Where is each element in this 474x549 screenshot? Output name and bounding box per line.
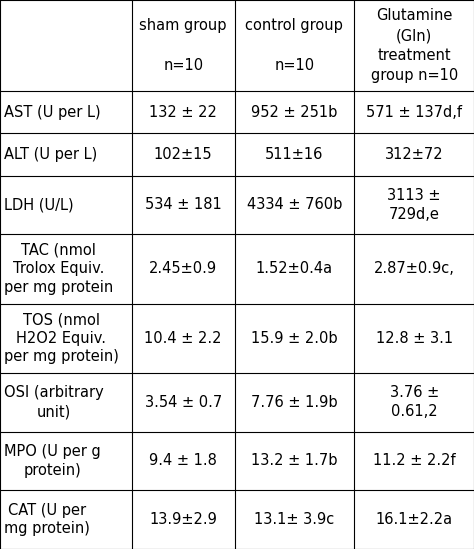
Text: 9.4 ± 1.8: 9.4 ± 1.8 (149, 453, 217, 468)
Text: TOS (nmol
H2O2 Equiv.
per mg protein): TOS (nmol H2O2 Equiv. per mg protein) (4, 312, 119, 365)
Text: ALT (U per L): ALT (U per L) (4, 147, 97, 162)
Text: 1.52±0.4a: 1.52±0.4a (256, 261, 333, 277)
Text: 2.45±0.9: 2.45±0.9 (149, 261, 217, 277)
Text: 312±72: 312±72 (385, 147, 444, 162)
Text: 7.76 ± 1.9b: 7.76 ± 1.9b (251, 395, 338, 410)
Text: 534 ± 181: 534 ± 181 (145, 198, 222, 212)
Text: 16.1±2.2a: 16.1±2.2a (375, 512, 453, 527)
Text: 11.2 ± 2.2f: 11.2 ± 2.2f (373, 453, 456, 468)
Text: 3.76 ±
0.61,2: 3.76 ± 0.61,2 (390, 385, 439, 419)
Text: 3.54 ± 0.7: 3.54 ± 0.7 (145, 395, 222, 410)
Text: control group

n=10: control group n=10 (246, 18, 343, 73)
Text: 511±16: 511±16 (265, 147, 324, 162)
Text: 12.8 ± 3.1: 12.8 ± 3.1 (375, 330, 453, 346)
Text: 4334 ± 760b: 4334 ± 760b (247, 198, 342, 212)
Text: 102±15: 102±15 (154, 147, 212, 162)
Text: AST (U per L): AST (U per L) (4, 105, 100, 120)
Text: 13.1± 3.9c: 13.1± 3.9c (254, 512, 335, 527)
Text: OSI (arbitrary
unit): OSI (arbitrary unit) (4, 385, 104, 419)
Text: TAC (nmol
Trolox Equiv.
per mg protein: TAC (nmol Trolox Equiv. per mg protein (4, 243, 113, 295)
Text: sham group

n=10: sham group n=10 (139, 18, 227, 73)
Text: 3113 ±
729d,e: 3113 ± 729d,e (387, 188, 441, 222)
Text: LDH (U/L): LDH (U/L) (4, 198, 73, 212)
Text: CAT (U per
mg protein): CAT (U per mg protein) (4, 503, 90, 536)
Text: 10.4 ± 2.2: 10.4 ± 2.2 (145, 330, 222, 346)
Text: MPO (U per g
protein): MPO (U per g protein) (4, 444, 101, 478)
Text: Glutamine
(Gln)
treatment
group n=10: Glutamine (Gln) treatment group n=10 (371, 8, 458, 83)
Text: 2.87±0.9c,: 2.87±0.9c, (374, 261, 455, 277)
Text: 132 ± 22: 132 ± 22 (149, 105, 217, 120)
Text: 13.9±2.9: 13.9±2.9 (149, 512, 217, 527)
Text: 15.9 ± 2.0b: 15.9 ± 2.0b (251, 330, 338, 346)
Text: 571 ± 137d,f: 571 ± 137d,f (366, 105, 462, 120)
Text: 13.2 ± 1.7b: 13.2 ± 1.7b (251, 453, 337, 468)
Text: 952 ± 251b: 952 ± 251b (251, 105, 337, 120)
